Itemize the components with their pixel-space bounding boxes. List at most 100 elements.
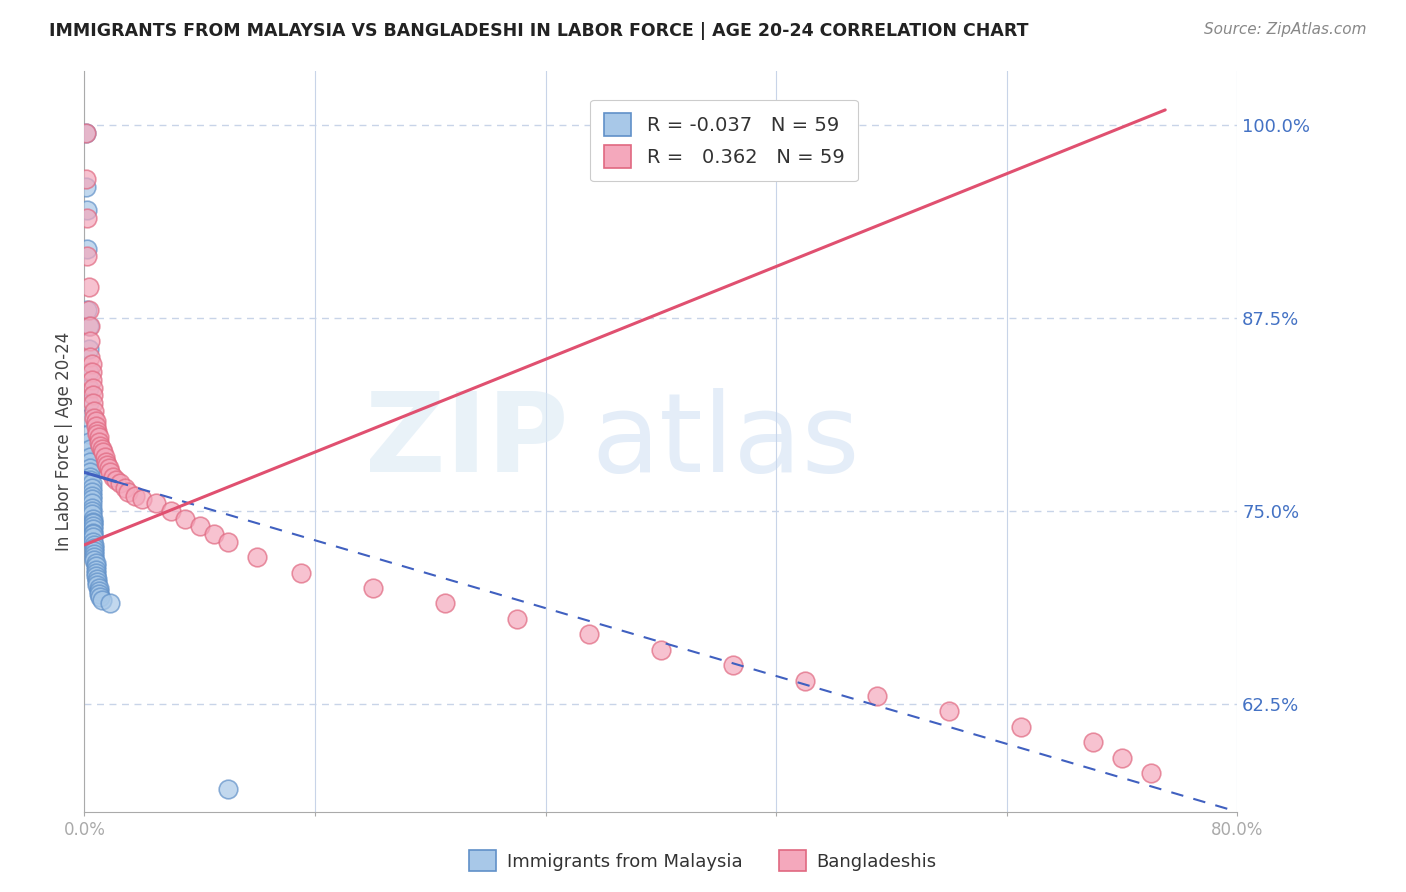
Point [75,126,97,140]
Point [110,476,132,491]
Point [82,519,104,533]
Point [76,211,98,225]
Point [84,557,107,571]
Point [80,489,103,503]
Point [433,597,456,611]
Point [1010,720,1032,734]
Point [86,426,108,441]
Point [1083,735,1105,749]
Point [506,612,529,626]
Point [117,485,139,500]
Point [84,415,107,429]
Point [89,439,111,453]
Point [1111,750,1133,764]
Point [82,380,104,394]
Point [246,550,269,565]
Point [77,280,100,294]
Point [80,504,103,518]
Point [79,460,101,475]
Y-axis label: In Labor Force | Age 20-24: In Labor Force | Age 20-24 [55,332,73,551]
Point [202,527,225,541]
Point [80,485,103,500]
Point [80,491,103,506]
Point [87,434,110,449]
Point [91,445,114,459]
Point [79,473,101,487]
Point [794,673,817,688]
Point [82,534,104,549]
Point [76,249,98,264]
Point [82,388,104,402]
Point [218,534,240,549]
Point [361,581,384,595]
Point [1140,766,1163,780]
Point [80,373,103,387]
Point [76,203,98,218]
Point [83,411,105,425]
Point [77,426,100,441]
Point [75,126,97,140]
Point [114,481,136,495]
Point [79,470,101,484]
Point [80,358,103,372]
Point [938,705,960,719]
Point [83,538,105,552]
Point [97,460,120,475]
Point [75,180,97,194]
Point [86,574,108,589]
Point [145,496,167,510]
Point [124,489,146,503]
Point [82,523,104,537]
Point [90,442,112,457]
Point [80,496,103,510]
Point [174,511,197,525]
Point [87,430,110,444]
Point [83,544,105,558]
Point [87,587,110,601]
Point [82,530,104,544]
Point [218,781,240,796]
Point [89,591,111,605]
Point [93,450,115,464]
Point [75,172,97,186]
Point [84,419,107,434]
Point [77,342,100,356]
Text: Source: ZipAtlas.com: Source: ZipAtlas.com [1204,22,1367,37]
Point [80,507,103,521]
Point [86,572,108,586]
Point [84,559,107,574]
Point [76,303,98,318]
Point [86,424,108,438]
Point [77,396,100,410]
Point [79,466,101,480]
Point [82,396,104,410]
Point [77,434,100,449]
Point [79,318,101,333]
Point [82,511,104,525]
Point [79,350,101,364]
Point [79,450,101,464]
Point [82,516,104,531]
Point [76,242,98,256]
Legend: R = -0.037   N = 59, R =   0.362   N = 59: R = -0.037 N = 59, R = 0.362 N = 59 [591,100,858,181]
Point [721,658,744,673]
Point [86,578,108,592]
Point [80,365,103,379]
Point [160,504,183,518]
Text: ZIP: ZIP [366,388,568,495]
Point [105,473,128,487]
Point [77,380,100,394]
Point [83,550,105,565]
Point [79,334,101,349]
Point [103,470,124,484]
Point [77,411,100,425]
Point [77,318,100,333]
Point [90,593,112,607]
Point [80,476,103,491]
Point [650,642,672,657]
Point [98,466,121,480]
Point [87,584,110,599]
Point [87,581,110,595]
Point [80,481,103,495]
Text: IMMIGRANTS FROM MALAYSIA VS BANGLADESHI IN LABOR FORCE | AGE 20-24 CORRELATION C: IMMIGRANTS FROM MALAYSIA VS BANGLADESHI … [49,22,1029,40]
